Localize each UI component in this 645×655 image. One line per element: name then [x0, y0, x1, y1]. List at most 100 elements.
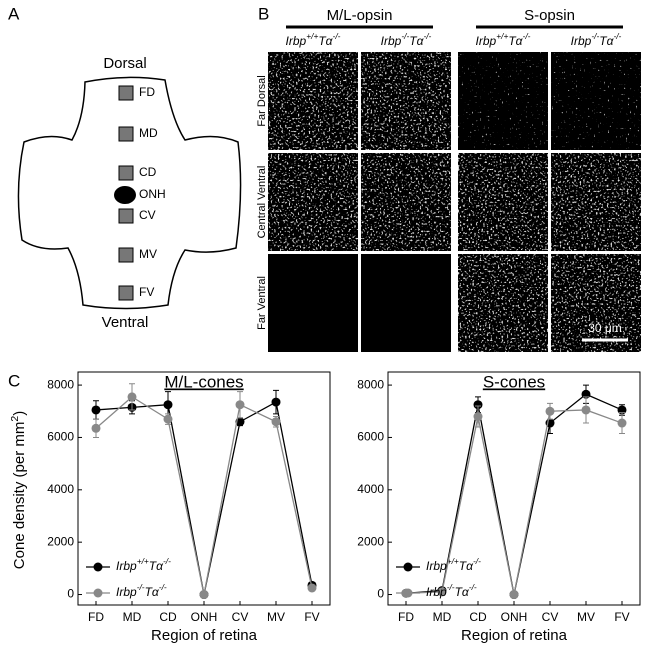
- y-tick-label: 6000: [357, 430, 384, 444]
- data-point: [271, 417, 281, 427]
- x-axis-title: Region of retina: [461, 627, 568, 644]
- y-tick-label: 8000: [47, 377, 74, 391]
- x-tick-label: CV: [542, 610, 559, 624]
- region-square: [118, 165, 134, 181]
- legend-marker: [93, 588, 103, 598]
- x-tick-label: MV: [267, 610, 285, 624]
- data-point: [509, 590, 519, 600]
- micrograph: [268, 254, 358, 352]
- chart-title: S-cones: [483, 372, 545, 391]
- data-point: [473, 412, 483, 422]
- data-point: [91, 405, 101, 415]
- y-tick-label: 8000: [357, 377, 384, 391]
- legend-label: Irbp-/-Tα-/-: [116, 582, 167, 599]
- x-tick-label: MD: [123, 610, 142, 624]
- group-title: S-opsin: [524, 7, 575, 24]
- micrograph-texture: [458, 52, 548, 150]
- data-point: [473, 400, 483, 410]
- x-tick-label: CD: [469, 610, 487, 624]
- region-label: FD: [139, 85, 155, 99]
- y-tick-label: 0: [377, 587, 384, 601]
- ventral-label: Ventral: [102, 314, 149, 331]
- data-point: [545, 406, 555, 416]
- micrograph-texture: [551, 254, 641, 352]
- y-tick-label: 4000: [47, 482, 74, 496]
- scale-bar-label: 30 μm: [588, 321, 622, 335]
- data-point: [91, 423, 101, 433]
- group-title: M/L-opsin: [327, 7, 393, 24]
- y-tick-label: 0: [67, 587, 74, 601]
- legend-marker: [403, 562, 413, 572]
- x-tick-label: FV: [614, 610, 629, 624]
- x-axis-title: Region of retina: [151, 627, 258, 644]
- region-label: FV: [139, 285, 154, 299]
- micrograph-texture: [551, 52, 641, 150]
- data-point: [235, 400, 245, 410]
- micrograph-texture: [268, 52, 358, 150]
- x-tick-label: ONH: [191, 610, 218, 624]
- legend-label: Irbp-/-Tα-/-: [426, 582, 477, 599]
- dorsal-label: Dorsal: [103, 55, 146, 72]
- chart-title: M/L-cones: [164, 372, 243, 391]
- region-label: MD: [139, 126, 158, 140]
- y-tick-label: 2000: [357, 534, 384, 548]
- data-point: [307, 583, 317, 593]
- legend-marker: [93, 562, 103, 572]
- region-label: CD: [139, 165, 157, 179]
- legend-label: Irbp+/+Tα-/-: [116, 556, 171, 573]
- y-tick-label: 6000: [47, 430, 74, 444]
- region-square: [118, 285, 134, 301]
- region-label: MV: [139, 247, 157, 261]
- legend-marker: [403, 588, 413, 598]
- y-tick-label: 4000: [357, 482, 384, 496]
- row-label: Far Dorsal: [256, 75, 268, 126]
- column-label: Irbp-/-Tα-/-: [381, 31, 432, 48]
- micrograph-texture: [551, 153, 641, 251]
- data-point: [127, 392, 137, 402]
- x-tick-label: MV: [577, 610, 595, 624]
- panel-label: B: [258, 4, 269, 23]
- micrograph: [361, 254, 451, 352]
- legend-label: Irbp+/+Tα-/-: [426, 556, 481, 573]
- x-tick-label: MD: [433, 610, 452, 624]
- micrograph-texture: [458, 254, 548, 352]
- data-point: [617, 418, 627, 428]
- x-tick-label: CV: [232, 610, 249, 624]
- region-square: [118, 85, 134, 101]
- row-label: Central Ventral: [256, 166, 268, 239]
- retina-outline: [17, 76, 242, 310]
- x-tick-label: FV: [304, 610, 319, 624]
- optic-nerve-head: [114, 186, 136, 204]
- row-label: Far Ventral: [256, 276, 268, 330]
- x-tick-label: FD: [398, 610, 414, 624]
- micrograph-texture: [458, 153, 548, 251]
- x-tick-label: CD: [159, 610, 177, 624]
- x-tick-label: FD: [88, 610, 104, 624]
- micrographs: M/L-opsin Irbp+/+Tα-/- Irbp-/-Tα-/- S-opsin…: [256, 7, 641, 352]
- charts: M/L-cones Region of retina Cone density (p…: [9, 371, 641, 644]
- data-point: [163, 414, 173, 424]
- data-point: [271, 397, 281, 407]
- data-point: [163, 400, 173, 410]
- panel-label: A: [8, 4, 20, 23]
- column-label: Irbp+/+Tα-/-: [476, 31, 531, 48]
- data-point: [199, 590, 209, 600]
- region-label: CV: [139, 208, 156, 222]
- region-square: [118, 208, 134, 224]
- column-label: Irbp-/-Tα-/-: [571, 31, 622, 48]
- micrograph-texture: [361, 52, 451, 150]
- data-point: [437, 587, 447, 597]
- y-tick-label: 2000: [47, 534, 74, 548]
- region-markers: FD MD CD ONH CV MV FV: [114, 85, 166, 301]
- panel-label: C: [8, 371, 20, 390]
- column-label: Irbp+/+Tα-/-: [286, 31, 341, 48]
- micrograph-texture: [268, 153, 358, 251]
- micrograph-texture: [361, 153, 451, 251]
- region-square: [118, 247, 134, 263]
- y-axis-title: Cone density (per mm2​): [9, 411, 28, 569]
- region-square: [118, 126, 134, 142]
- x-tick-label: ONH: [501, 610, 528, 624]
- data-point: [581, 405, 591, 415]
- region-label: ONH: [139, 187, 166, 201]
